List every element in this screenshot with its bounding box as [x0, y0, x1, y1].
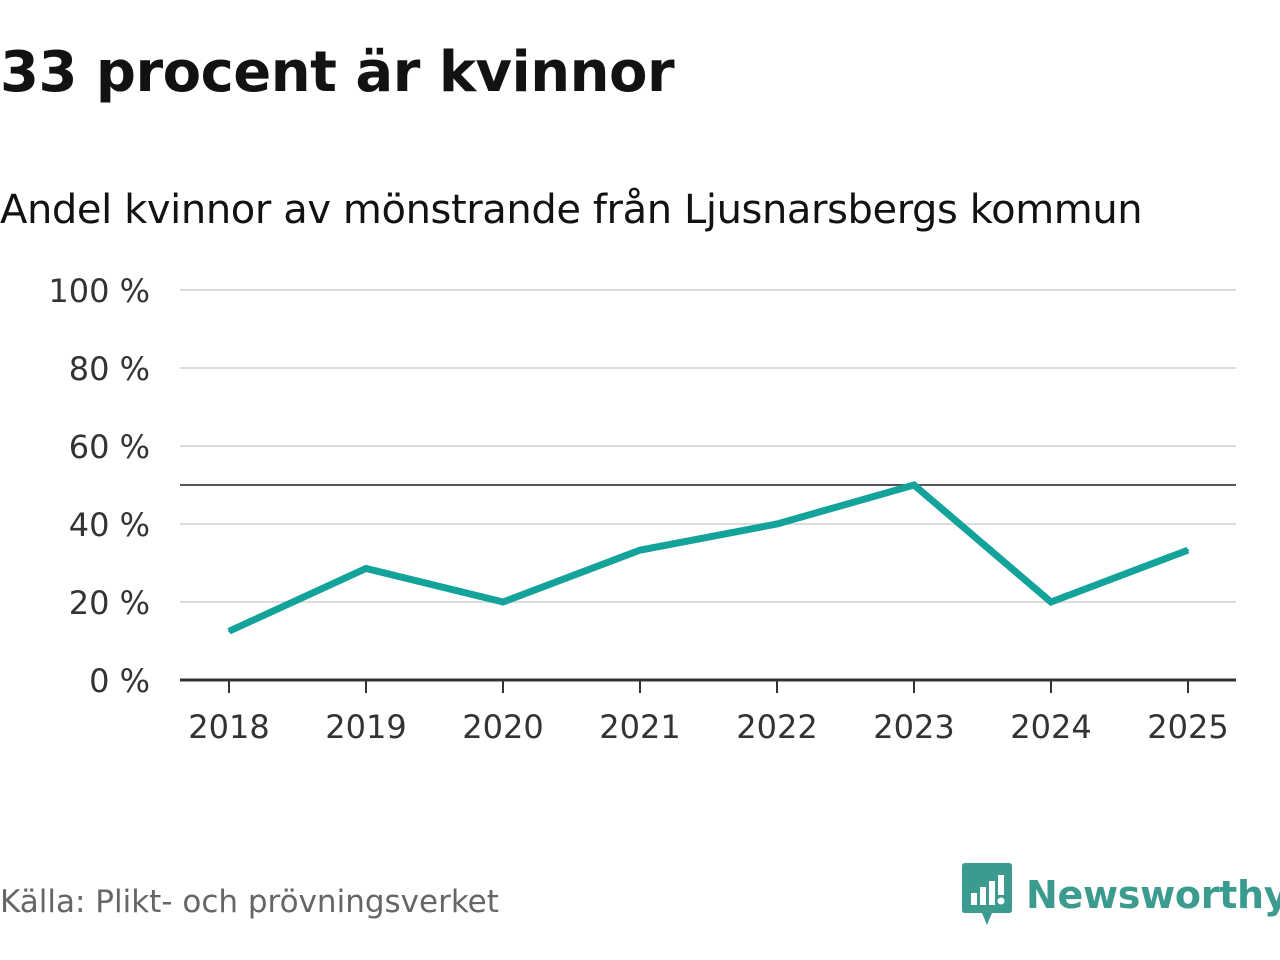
- brand-logo: Newsworthy: [962, 862, 1280, 928]
- source-note: Källa: Plikt- och prövningsverket: [0, 884, 499, 920]
- data-point: [913, 484, 915, 486]
- x-tick-label: 2023: [873, 708, 954, 746]
- data-point: [502, 601, 504, 603]
- y-tick-label: 60 %: [69, 428, 150, 466]
- data-point: [639, 549, 641, 552]
- x-tick-label: 2025: [1147, 708, 1228, 746]
- chart-title: 33 procent är kvinnor: [0, 40, 675, 105]
- y-tick-label: 20 %: [69, 584, 150, 622]
- series-line: [227, 481, 1190, 635]
- x-tick-label: 2019: [325, 708, 406, 746]
- x-tick-label: 2020: [462, 708, 543, 746]
- data-point: [365, 567, 367, 570]
- y-tick-label: 80 %: [69, 350, 150, 388]
- x-tick-label: 2024: [1010, 708, 1091, 746]
- line-chart: 0 % 20 % 40 % 60 % 80 % 100 % 2018 2019 2020 202…: [48, 272, 1236, 746]
- y-tick-label: 100 %: [48, 272, 150, 310]
- grid-lines: [180, 289, 1236, 603]
- series-group: [227, 481, 1190, 635]
- data-point: [776, 523, 778, 525]
- x-axis-labels: 2018 2019 2020 2021 2022 2023 2024 2025: [188, 708, 1228, 746]
- x-tick-label: 2018: [188, 708, 269, 746]
- x-tick-label: 2022: [736, 708, 817, 746]
- data-point: [1187, 549, 1189, 552]
- data-point: [228, 630, 230, 633]
- data-point: [1050, 601, 1052, 603]
- x-tick-label: 2021: [599, 708, 680, 746]
- y-tick-label: 40 %: [69, 506, 150, 544]
- y-tick-label: 0 %: [89, 662, 150, 700]
- brand-name: Newsworthy: [1026, 873, 1280, 917]
- x-axis: [180, 678, 1236, 693]
- newsworthy-logo-icon: [962, 863, 1012, 925]
- y-axis-labels: 0 % 20 % 40 % 60 % 80 % 100 %: [48, 272, 150, 700]
- chart-subtitle: Andel kvinnor av mönstrande från Ljusnar…: [0, 187, 1143, 233]
